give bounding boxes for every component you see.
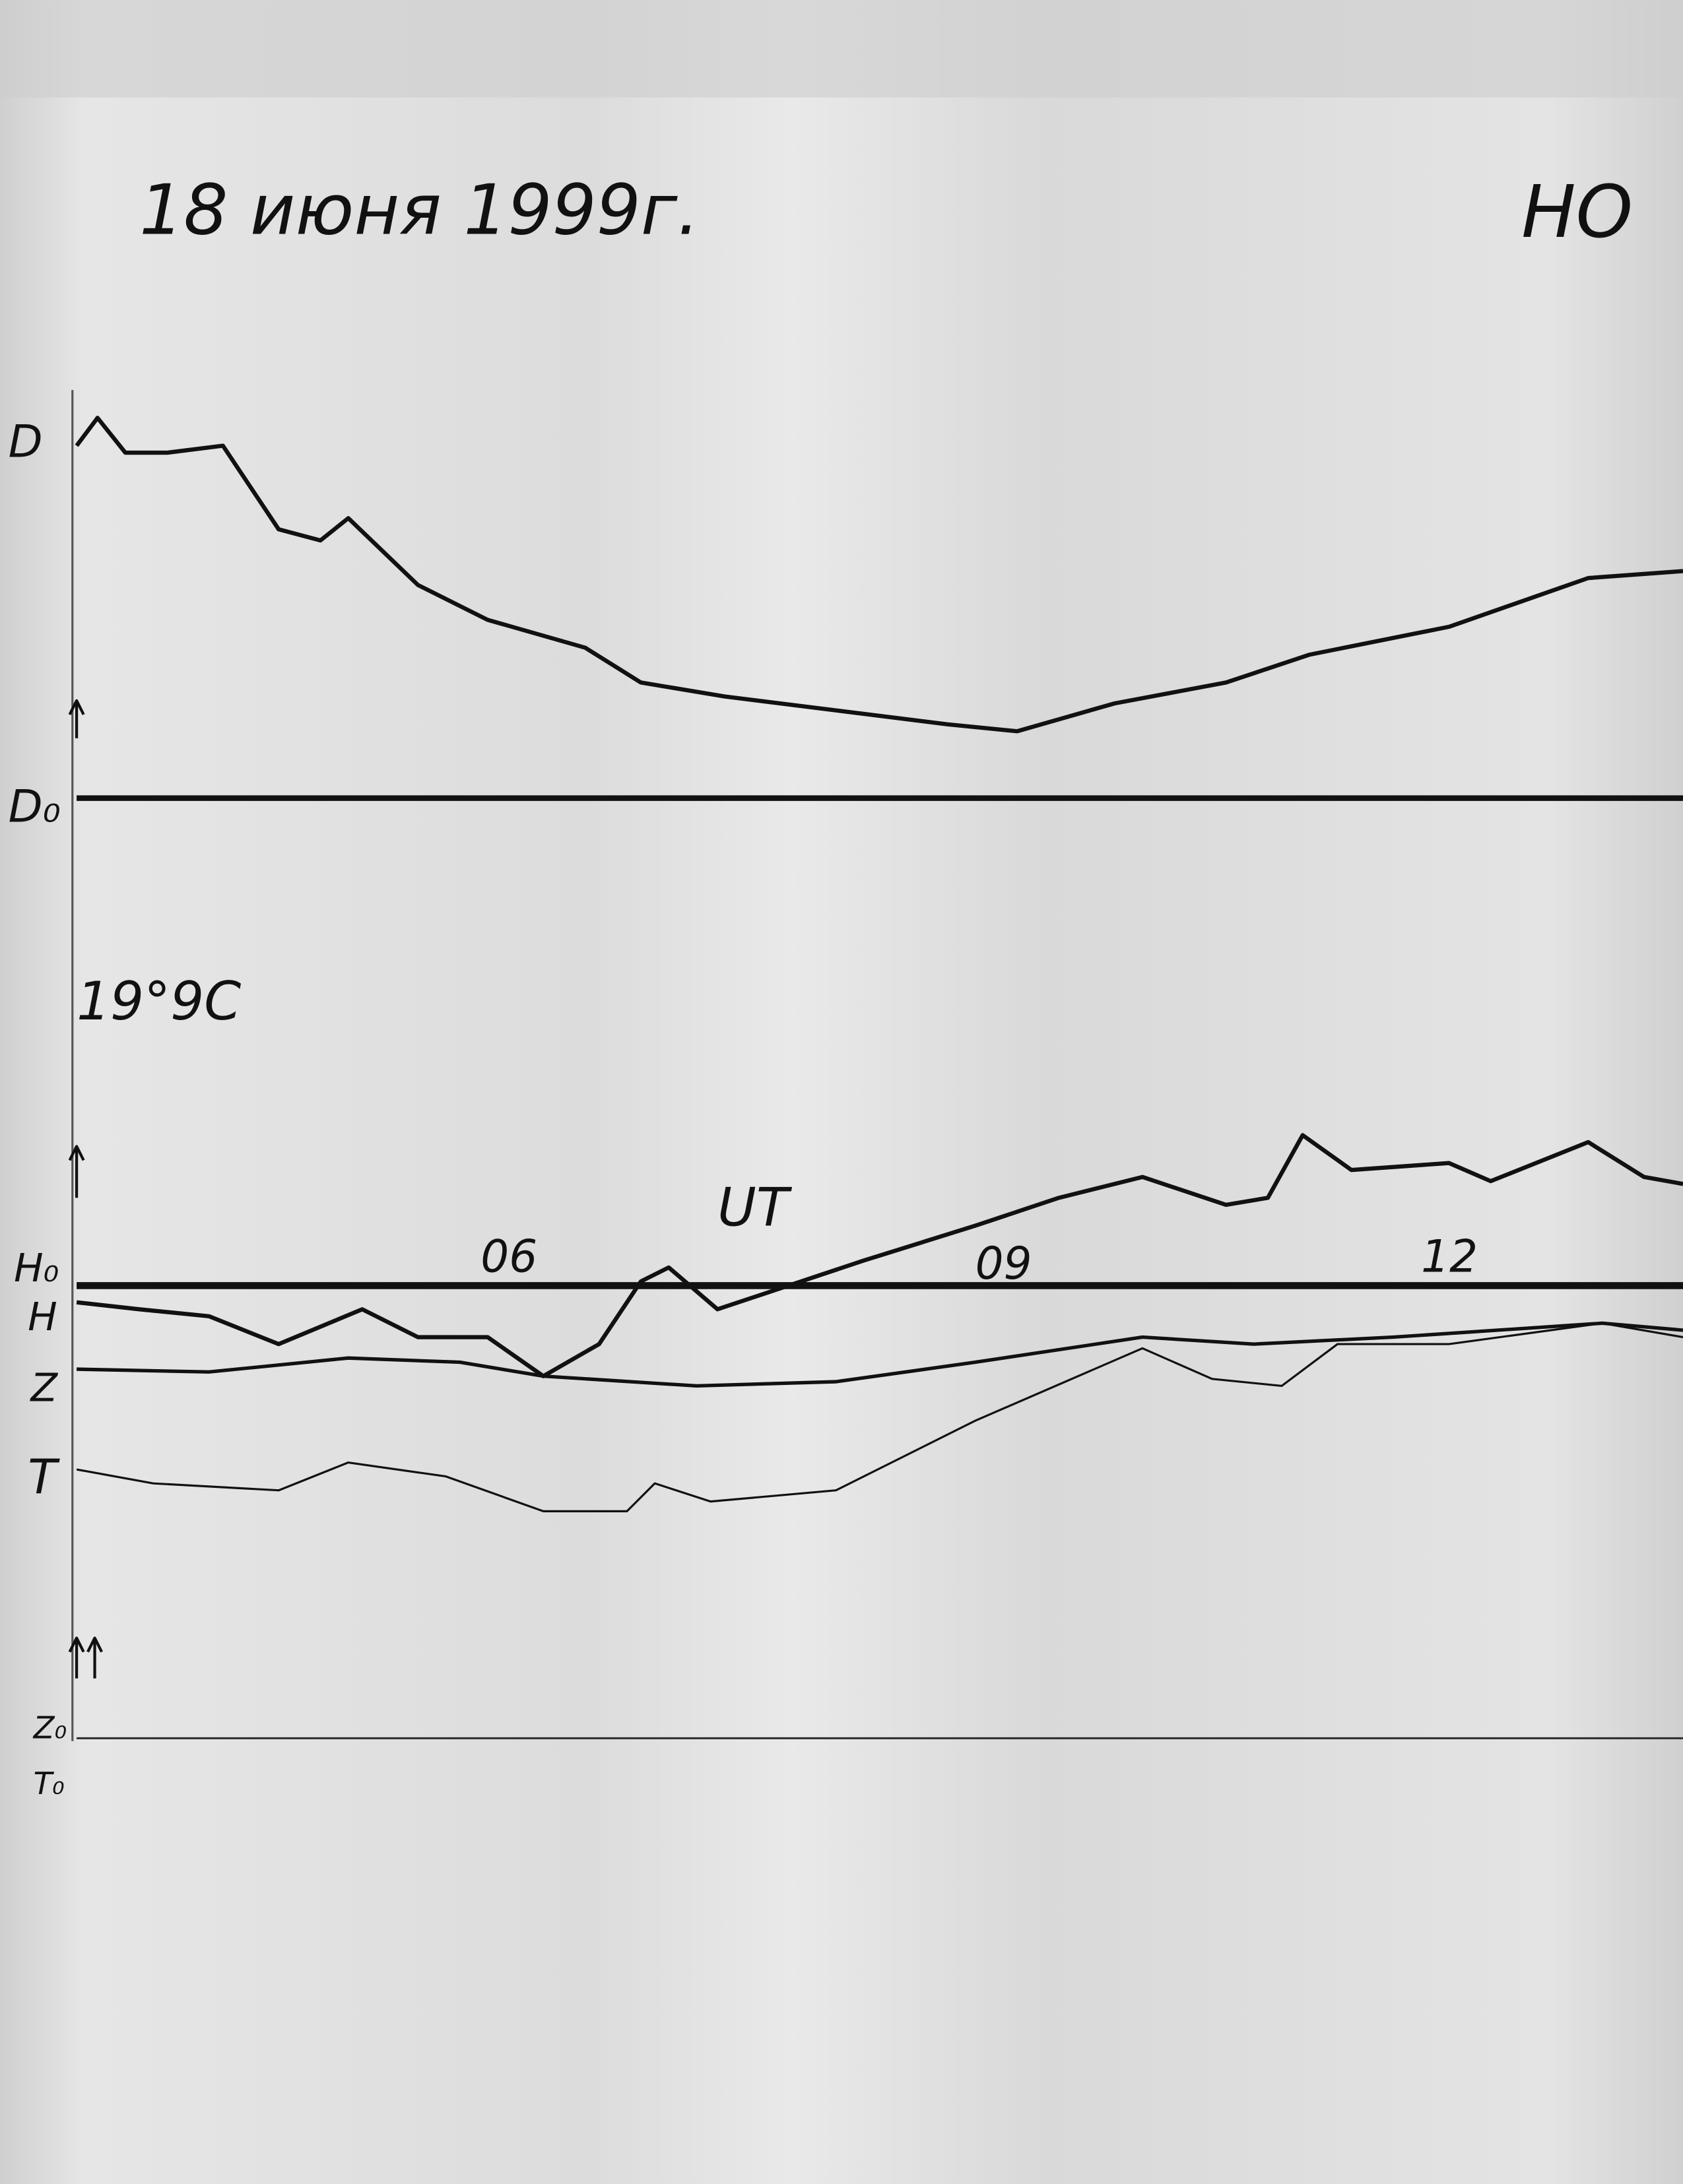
time-unit: UT [717, 1177, 793, 1238]
label-t0: T₀ [34, 1766, 65, 1801]
arrow [68, 1145, 85, 1198]
label-h0: H₀ [14, 1245, 59, 1291]
time-tick: 12 [1421, 1230, 1478, 1282]
label-z0: Z₀ [32, 1710, 67, 1745]
paper-edge [0, 0, 1683, 98]
trace-z [77, 1321, 1683, 1388]
label-d: D [9, 415, 43, 467]
arrow [68, 699, 85, 738]
label-t: T [28, 1449, 60, 1504]
time-tick: 06 [480, 1230, 537, 1282]
trace-d [75, 416, 1683, 734]
label-h: H [28, 1294, 57, 1339]
label-z: Z [29, 1365, 58, 1411]
arrow [68, 1636, 103, 1679]
temperature: 19°9C [77, 971, 241, 1032]
label-d0: D₀ [9, 780, 61, 832]
date-title: 18 июня 1999г. [139, 170, 700, 251]
trace-h [76, 1133, 1683, 1378]
time-tick: 09 [975, 1237, 1032, 1289]
trace-t [76, 1322, 1683, 1512]
station: НО [1521, 170, 1633, 254]
